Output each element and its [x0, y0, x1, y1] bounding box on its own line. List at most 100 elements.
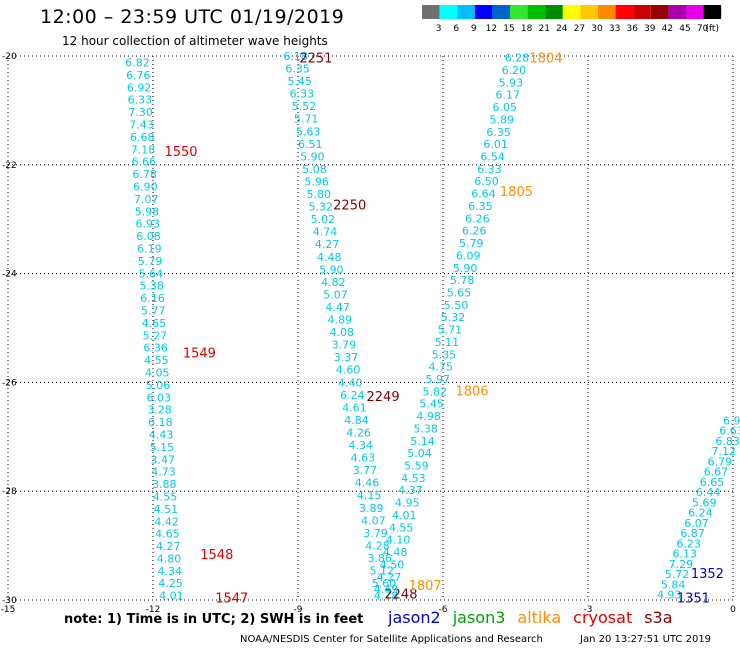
wave-height-value: 6.83 [715, 435, 740, 448]
wave-height-value: 6.68 [130, 131, 155, 144]
wave-height-value: 5.08 [302, 163, 327, 176]
colorbar-swatch [527, 5, 546, 19]
wave-height-value: 4.49 [374, 583, 399, 596]
colorbar-label: 9 [471, 24, 477, 34]
wave-height-value: 3.47 [150, 453, 175, 466]
satellite-legend: jason2 jason3 altika cryosat s3a [388, 608, 685, 627]
y-tick-label: -24 [2, 270, 17, 280]
wave-height-value: 6.08 [136, 230, 161, 243]
x-tick-label: -6 [439, 605, 448, 615]
swh-colorbar: 3 6 9 12 15 18 21 24 27 30 33 36 39 42 45 70(ft) [422, 5, 722, 34]
colorbar-label: 6 [453, 24, 459, 34]
colorbar-swatch [510, 5, 528, 19]
wave-height-value: 6.92 [127, 81, 152, 94]
y-tick-label: -30 [2, 596, 17, 606]
wave-height-value: 6.82 [125, 57, 150, 70]
wave-height-value: 6.54 [480, 151, 505, 164]
wave-height-value: 6.87 [680, 527, 705, 540]
wave-height-value: 4.80 [157, 552, 182, 565]
wave-height-value: 5.50 [444, 299, 469, 312]
wave-height-value: 6.93 [136, 218, 161, 231]
wave-height-value: 5.79 [138, 255, 163, 268]
wave-height-value: 4.65 [142, 317, 167, 330]
wave-height-value: 4.43 [149, 428, 174, 441]
wave-height-value: 7.07 [134, 193, 159, 206]
wave-height-value: 6.50 [474, 175, 499, 188]
colorbar-swatch [545, 5, 563, 19]
wave-height-value: 5.12 [370, 565, 395, 578]
x-tick-label: 0 [730, 605, 736, 615]
wave-height-value: 5.11 [435, 336, 460, 349]
wave-height-value: 3.89 [359, 502, 384, 515]
y-tick-label: -26 [2, 378, 17, 388]
wave-height-value: 4.27 [377, 571, 402, 584]
pass-time-label: 1806 [455, 385, 488, 400]
colorbar-label: 21 [538, 24, 549, 34]
colorbar-label: 27 [574, 24, 585, 34]
colorbar-label: 33 [609, 24, 620, 34]
wave-height-value: 4.01 [159, 590, 184, 603]
wave-height-value: 5.04 [407, 447, 432, 460]
colorbar-swatch [633, 5, 651, 19]
x-tick-label: -3 [584, 605, 593, 615]
wave-height-value: 5.93 [499, 76, 524, 89]
wave-height-value: 4.47 [325, 301, 350, 314]
wave-height-value: 5.60 [372, 577, 397, 590]
colorbar-swatch [703, 5, 722, 19]
wave-height-value: 4.95 [395, 497, 420, 510]
wave-height-value: 6.26 [462, 225, 487, 238]
wave-height-value: 3.86 [367, 552, 392, 565]
legend-jason2: jason2 [388, 608, 441, 627]
wave-height-value: 6.24 [340, 389, 365, 402]
legend-altika: altika [517, 608, 562, 627]
pass-time-label: 1807 [409, 579, 442, 594]
wave-height-value: 5.69 [692, 496, 717, 509]
colorbar-swatch [422, 5, 440, 19]
legend-jason3: jason3 [452, 608, 506, 627]
colorbar-swatch [650, 5, 669, 19]
colorbar-label: 30 [591, 24, 603, 34]
wave-height-value: 6.66 [132, 156, 157, 169]
colorbar-label: 42 [662, 24, 673, 34]
wave-height-value: 4.05 [145, 366, 170, 379]
page-title: 12:00 – 23:59 UTC 01/19/2019 [40, 6, 345, 28]
wave-height-value: 5.90 [300, 150, 325, 163]
wave-height-value: 4.84 [344, 414, 369, 427]
x-tick-label: -12 [146, 605, 161, 615]
colorbar-label: 36 [626, 24, 638, 34]
wave-height-value: 4.07 [361, 514, 386, 527]
legend-s3a: s3a [644, 608, 673, 627]
wave-height-value: 6.07 [684, 517, 709, 530]
colorbar-swatch [562, 5, 581, 19]
wave-height-value: 5.90 [319, 263, 344, 276]
wave-height-value: 6.36 [143, 342, 168, 355]
wave-height-value: 4.74 [313, 226, 338, 239]
wave-height-value: 6.09 [456, 249, 481, 262]
wave-height-value: 6.90 [133, 181, 158, 194]
wave-height-value: 4.63 [351, 452, 376, 465]
colorbar-label: 24 [556, 24, 568, 34]
wave-height-value: 4.46 [355, 477, 380, 490]
wave-height-value: 5.45 [419, 398, 444, 411]
colorbar-swatch [580, 5, 598, 19]
colorbar-swatch [457, 5, 475, 19]
footer-timestamp: Jan 20 13:27:51 UTC 2019 [580, 634, 712, 645]
wave-height-value: 4.27 [315, 238, 340, 251]
wave-height-value: 5.07 [323, 288, 348, 301]
colorbar-swatch [598, 5, 616, 19]
wave-height-value: 6.23 [676, 537, 701, 550]
wave-height-value: 5.45 [288, 75, 313, 88]
pass-time-label: 1804 [529, 52, 562, 67]
wave-height-value: 4.08 [330, 326, 355, 339]
pass-time-label: 2249 [367, 390, 400, 405]
wave-height-value: 5.35 [432, 348, 457, 361]
wave-height-value: 5.38 [413, 422, 438, 435]
wave-height-value: 5.63 [296, 125, 321, 138]
wave-height-value: 3.77 [353, 464, 378, 477]
wave-height-value: 5.59 [404, 460, 429, 473]
wave-height-value: 7.18 [131, 143, 156, 156]
wave-height-chart: -15 -12 -9 -6 -3 0-20-22-24-26-28-306.826.766… [1, 50, 740, 615]
wave-height-value: 4.27 [156, 540, 181, 553]
colorbar-label: 70 [697, 24, 709, 34]
